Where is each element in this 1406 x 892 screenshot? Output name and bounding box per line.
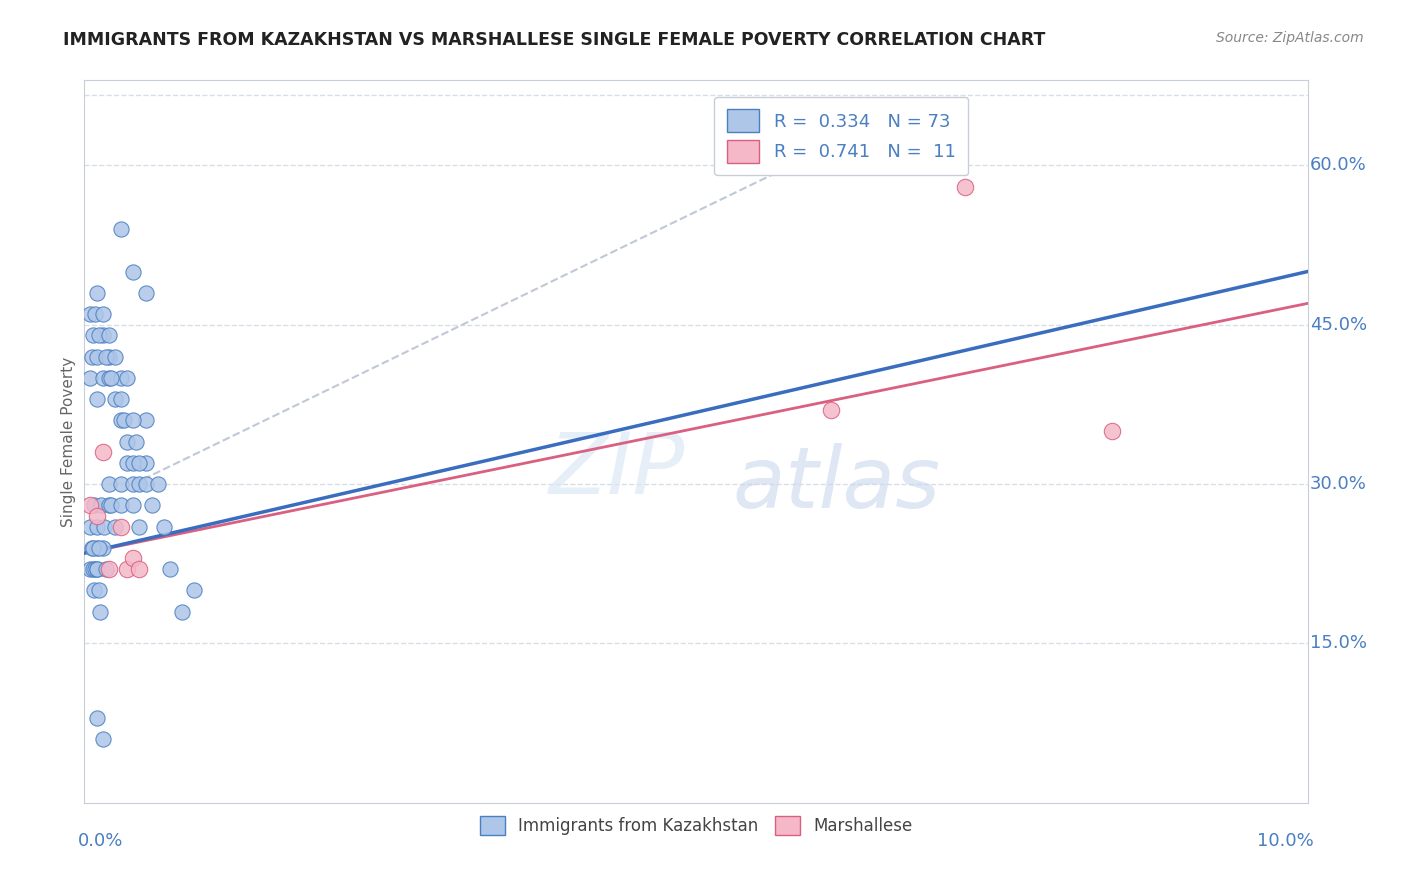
Point: [82, 328, 104, 343]
Point: [135, 413, 157, 427]
Point: [135, 456, 157, 470]
Point: [128, 477, 150, 491]
Point: [91, 541, 114, 555]
Point: [80, 541, 103, 555]
Point: [146, 477, 169, 491]
Text: atlas: atlas: [733, 443, 941, 526]
Point: [128, 456, 150, 470]
Point: [89, 605, 111, 619]
Point: [122, 413, 145, 427]
Point: [86, 711, 108, 725]
Point: [122, 498, 145, 512]
Point: [115, 562, 138, 576]
Point: [96, 562, 118, 576]
Point: [87, 541, 110, 555]
Text: 60.0%: 60.0%: [1310, 156, 1367, 174]
Point: [110, 371, 132, 385]
Point: [83, 498, 105, 512]
Text: 15.0%: 15.0%: [1310, 634, 1367, 652]
Point: [87, 328, 110, 343]
Point: [159, 562, 181, 576]
Point: [125, 434, 148, 449]
Point: [91, 307, 114, 321]
Point: [110, 392, 132, 406]
Point: [82, 562, 104, 576]
Point: [110, 222, 132, 236]
Point: [90, 498, 112, 512]
Point: [100, 498, 122, 512]
Point: [135, 285, 157, 300]
Text: Source: ZipAtlas.com: Source: ZipAtlas.com: [1216, 31, 1364, 45]
Point: [104, 392, 127, 406]
Point: [141, 498, 163, 512]
Point: [87, 583, 110, 598]
Point: [96, 350, 118, 364]
Point: [83, 583, 105, 598]
Point: [79, 562, 101, 576]
Point: [91, 732, 114, 747]
Point: [115, 456, 138, 470]
Point: [135, 477, 157, 491]
Text: 0.0%: 0.0%: [79, 831, 124, 850]
Point: [91, 445, 114, 459]
Point: [97, 562, 120, 576]
Point: [122, 551, 145, 566]
Point: [86, 392, 108, 406]
Point: [110, 498, 132, 512]
Point: [112, 413, 135, 427]
Point: [79, 371, 101, 385]
Text: 10.0%: 10.0%: [1257, 831, 1313, 850]
Y-axis label: Single Female Poverty: Single Female Poverty: [60, 357, 76, 526]
Point: [97, 371, 120, 385]
Point: [122, 264, 145, 278]
Point: [79, 498, 101, 512]
Point: [115, 434, 138, 449]
Point: [128, 562, 150, 576]
Point: [110, 413, 132, 427]
Point: [84, 562, 107, 576]
Point: [97, 498, 120, 512]
Point: [79, 307, 101, 321]
Point: [122, 456, 145, 470]
Text: 45.0%: 45.0%: [1310, 316, 1367, 334]
Text: ZIP: ZIP: [550, 429, 686, 512]
Text: 30.0%: 30.0%: [1310, 475, 1367, 493]
Point: [104, 350, 127, 364]
Point: [183, 583, 205, 598]
Point: [110, 519, 132, 533]
Point: [86, 562, 108, 576]
Point: [86, 508, 108, 523]
Point: [110, 477, 132, 491]
Point: [97, 350, 120, 364]
Point: [128, 519, 150, 533]
Point: [953, 179, 976, 194]
Text: IMMIGRANTS FROM KAZAKHSTAN VS MARSHALLESE SINGLE FEMALE POVERTY CORRELATION CHAR: IMMIGRANTS FROM KAZAKHSTAN VS MARSHALLES…: [63, 31, 1046, 49]
Point: [97, 328, 120, 343]
Point: [86, 350, 108, 364]
Legend: Immigrants from Kazakhstan, Marshallese: Immigrants from Kazakhstan, Marshallese: [470, 805, 922, 845]
Point: [172, 605, 194, 619]
Point: [86, 541, 108, 555]
Point: [115, 371, 138, 385]
Point: [100, 371, 122, 385]
Point: [91, 371, 114, 385]
Point: [86, 562, 108, 576]
Point: [86, 519, 108, 533]
Point: [84, 307, 107, 321]
Point: [86, 285, 108, 300]
Point: [80, 350, 103, 364]
Point: [122, 477, 145, 491]
Point: [97, 477, 120, 491]
Point: [79, 519, 101, 533]
Point: [93, 519, 115, 533]
Point: [820, 402, 842, 417]
Point: [1101, 424, 1123, 438]
Point: [91, 328, 114, 343]
Point: [104, 519, 127, 533]
Point: [153, 519, 176, 533]
Point: [82, 541, 104, 555]
